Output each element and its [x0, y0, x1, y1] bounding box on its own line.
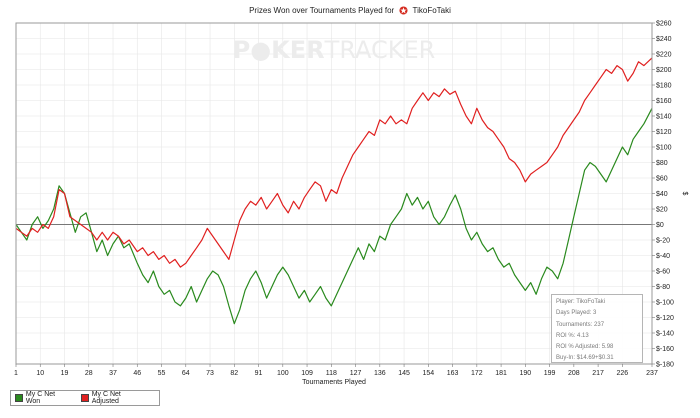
chart-title: Prizes Won over Tournaments Played for T… [0, 6, 700, 17]
y-tick-label: $180 [656, 83, 672, 90]
x-tick-label: 237 [646, 370, 658, 377]
title-prefix: Prizes Won over Tournaments Played for [249, 6, 395, 15]
y-tick-label: $80 [656, 160, 668, 167]
x-tick-label: 217 [592, 370, 604, 377]
y-tick-label: $-140 [656, 331, 674, 338]
x-tick-label: 73 [206, 370, 214, 377]
x-tick-label: 172 [471, 370, 483, 377]
x-tick-label: 199 [544, 370, 556, 377]
info-roi-adjusted: ROI % Adjusted: 5.98 [556, 344, 614, 351]
legend-swatch-won [15, 394, 23, 402]
x-tick-label: 28 [85, 370, 93, 377]
y-tick-label: $20 [656, 207, 668, 214]
legend-label-adjusted: My C Net Adjusted [91, 391, 121, 405]
x-axis: 1 10 19 28 37 46 55 64 73 82 91 100 109 118 127 136 145 1… [14, 364, 658, 377]
x-tick-label: 136 [374, 370, 386, 377]
legend-label-won: My C Net Won [25, 391, 56, 405]
info-player: Player: TikoFoTaki [556, 299, 606, 305]
x-tick-label: 100 [277, 370, 289, 377]
x-axis-label: Tournaments Played [302, 379, 366, 386]
y-tick-label: $260 [656, 21, 672, 28]
y-tick-label: $-180 [656, 362, 674, 369]
watermark-part-1: P [233, 36, 251, 64]
series-line-net-adjusted [15, 57, 653, 268]
info-days: Days Played: 3 [556, 310, 597, 317]
x-tick-label: 145 [398, 370, 410, 377]
info-tournaments: Tournaments: 237 [556, 321, 605, 328]
x-tick-label: 37 [109, 370, 117, 377]
x-tick-label: 46 [133, 370, 141, 377]
x-tick-label: 226 [617, 370, 629, 377]
info-roi: ROI %: 4.13 [556, 332, 589, 339]
y-tick-label: $-160 [656, 346, 674, 353]
legend: My C Net Won My C Net Adjusted [10, 390, 160, 406]
series-line-net-won [15, 108, 653, 325]
x-tick-label: 10 [36, 370, 44, 377]
series-group [15, 57, 653, 325]
x-tick-label: 118 [326, 370, 337, 377]
y-tick-label: $160 [656, 98, 672, 105]
x-tick-label: 181 [495, 370, 507, 377]
title-player: TikoFoTaki [412, 6, 451, 15]
player-info-box: Player: TikoFoTaki Days Played: 3 Tourna… [551, 294, 643, 363]
watermark-part-3: TRACKER [324, 36, 436, 64]
x-tick-label: 19 [61, 370, 69, 377]
x-tick-label: 64 [182, 370, 190, 377]
legend-item-won[interactable]: My C Net Won [15, 391, 71, 405]
y-tick-label: $140 [656, 114, 672, 121]
x-tick-label: 82 [230, 370, 238, 377]
y-tick-label: $-80 [656, 284, 670, 291]
y-tick-label: $-100 [656, 300, 674, 307]
x-tick-label: 91 [255, 370, 263, 377]
legend-swatch-adjusted [80, 394, 89, 402]
y-axis: $260 $240 $220 $200 $180 $160 $140 $120 $100 $80 $… [652, 21, 674, 369]
pokerstars-logo-icon [399, 6, 408, 17]
x-tick-label: 208 [568, 370, 580, 377]
y-tick-label: $-40 [656, 253, 670, 260]
watermark-part-2: KER [271, 36, 324, 64]
y-tick-label: $240 [656, 36, 672, 43]
y-tick-label: $60 [656, 176, 668, 183]
y-tick-label: $40 [656, 191, 668, 198]
y-axis-label: $ [681, 192, 688, 196]
x-tick-label: 1 [14, 370, 18, 377]
x-tick-label: 55 [158, 370, 166, 377]
y-tick-label: $-60 [656, 269, 670, 276]
info-buyin: Buy-In: $14.69+$0.31 [556, 355, 614, 362]
y-tick-label: $200 [656, 67, 672, 74]
y-tick-label: $-120 [656, 315, 674, 322]
x-tick-label: 190 [519, 370, 531, 377]
y-tick-label: $220 [656, 52, 672, 59]
x-tick-label: 163 [447, 370, 459, 377]
x-tick-label: 154 [422, 370, 434, 377]
watermark-chip-icon: ● [250, 36, 271, 64]
legend-item-adjusted[interactable]: My C Net Adjusted [80, 391, 149, 405]
y-tick-label: $-20 [656, 238, 670, 245]
y-tick-label: $100 [656, 145, 672, 152]
x-tick-label: 109 [301, 370, 313, 377]
x-tick-label: 127 [350, 370, 362, 377]
y-tick-label: $0 [656, 222, 664, 229]
y-tick-label: $120 [656, 129, 672, 136]
watermark-logo: P●KERTRACKER [233, 36, 436, 64]
